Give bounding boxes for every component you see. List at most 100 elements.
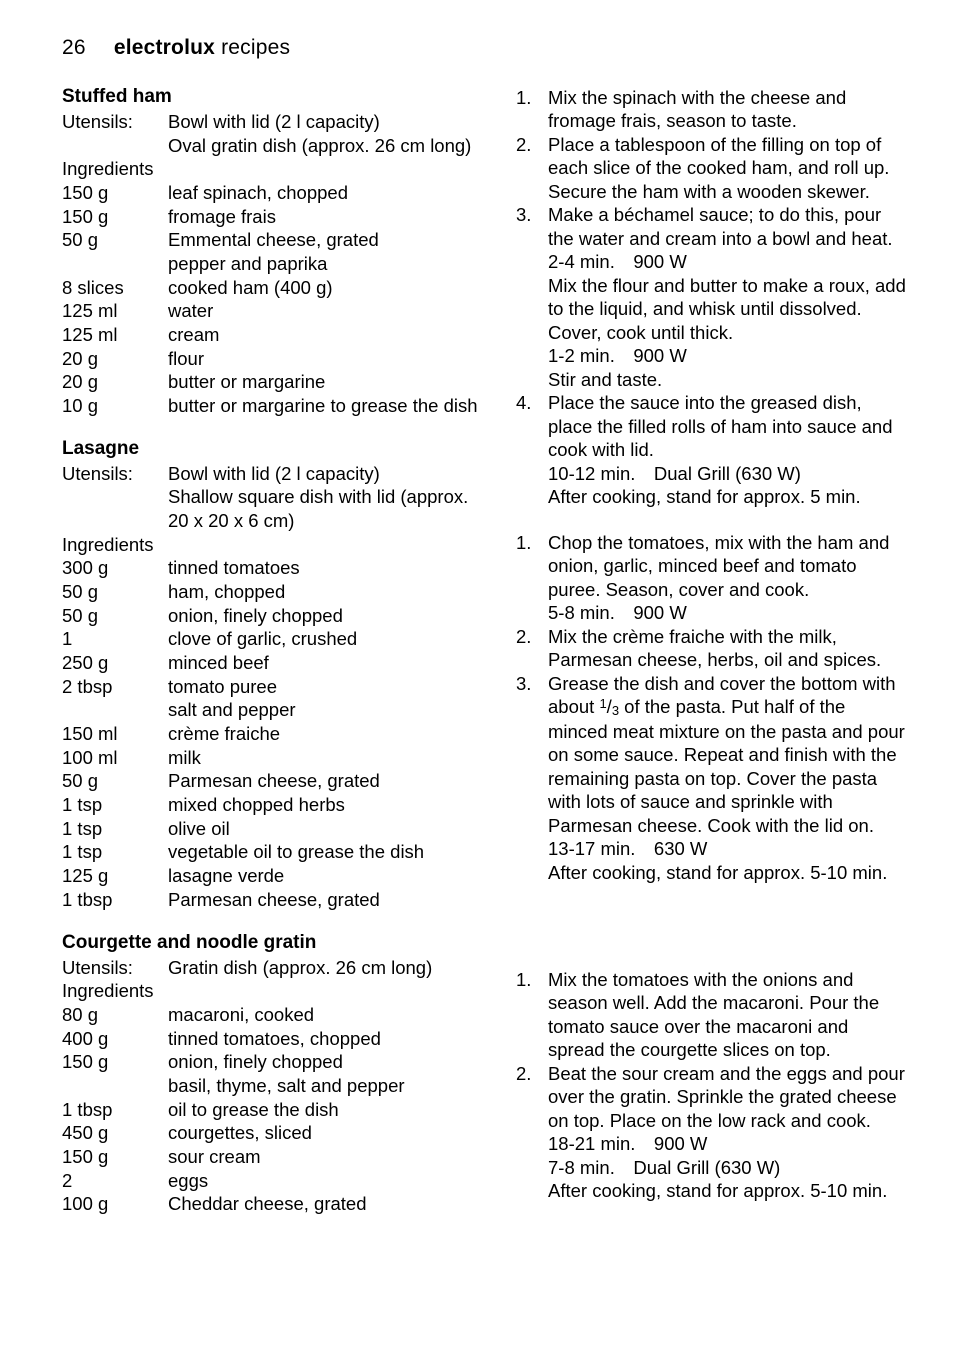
ingredient-row: 20 gflour	[62, 347, 480, 371]
ingredient-qty: 20 g	[62, 347, 168, 371]
ingredient-row: 80 gmacaroni, cooked	[62, 1003, 480, 1027]
step-line: Mix the flour and butter to make a roux,…	[548, 274, 906, 344]
ingredient-row: 150 gonion, finely chopped	[62, 1050, 480, 1074]
ingredient-desc: clove of garlic, crushed	[168, 627, 480, 651]
step-line: Beat the sour cream and the eggs and pou…	[548, 1062, 906, 1132]
ingredient-desc: crème fraiche	[168, 722, 480, 746]
ingredient-desc: flour	[168, 347, 480, 371]
ingredients-label: Ingredients	[62, 979, 480, 1003]
ingredient-qty: 150 g	[62, 1050, 168, 1074]
ingredient-desc: mixed chopped herbs	[168, 793, 480, 817]
ingredient-qty: 250 g	[62, 651, 168, 675]
ingredient-row: 1 tspmixed chopped herbs	[62, 793, 480, 817]
step-line: 7-8 min. Dual Grill (630 W)	[548, 1156, 906, 1179]
step: Grease the dish and cover the bottom wit…	[516, 672, 906, 884]
ingredient-row: basil, thyme, salt and pepper	[62, 1074, 480, 1098]
ingredient-qty: 1 tsp	[62, 793, 168, 817]
ingredient-desc: lasagne verde	[168, 864, 480, 888]
ingredient-row: pepper and paprika	[62, 252, 480, 276]
ingredient-row: 1clove of garlic, crushed	[62, 627, 480, 651]
step-line: Mix the tomatoes with the onions and sea…	[548, 968, 906, 1062]
ingredient-desc: eggs	[168, 1169, 480, 1193]
ingredient-row: 125 glasagne verde	[62, 864, 480, 888]
ingredient-qty	[62, 1074, 168, 1098]
ingredient-row: 250 gminced beef	[62, 651, 480, 675]
steps-stuffed-ham: Mix the spinach with the cheese and from…	[516, 86, 906, 509]
step: Chop the tomatoes, mix with the ham and …	[516, 531, 906, 625]
steps-lasagne: Chop the tomatoes, mix with the ham and …	[516, 531, 906, 884]
ingredient-row: 450 gcourgettes, sliced	[62, 1121, 480, 1145]
ingredient-qty: 150 g	[62, 205, 168, 229]
ingredient-qty: 100 ml	[62, 746, 168, 770]
ingredient-qty: 50 g	[62, 604, 168, 628]
recipe-courgette: Courgette and noodle gratin Utensils:Gra…	[62, 932, 480, 1216]
utensils-value: Bowl with lid (2 l capacity)	[168, 462, 480, 486]
ingredient-desc: butter or margarine	[168, 370, 480, 394]
steps-courgette: Mix the tomatoes with the onions and sea…	[516, 968, 906, 1203]
step: Beat the sour cream and the eggs and pou…	[516, 1062, 906, 1203]
ingredient-desc: courgettes, sliced	[168, 1121, 480, 1145]
brand: electrolux	[114, 36, 215, 59]
ingredient-qty: 8 slices	[62, 276, 168, 300]
ingredient-desc: cooked ham (400 g)	[168, 276, 480, 300]
step-line: Mix the spinach with the cheese and from…	[548, 86, 906, 133]
ingredient-qty: 125 g	[62, 864, 168, 888]
ingredient-desc: onion, finely chopped	[168, 604, 480, 628]
ingredient-row: 50 gEmmental cheese, grated	[62, 228, 480, 252]
ingredient-desc: onion, finely chopped	[168, 1050, 480, 1074]
ingredient-row: 1 tbspParmesan cheese, grated	[62, 888, 480, 912]
ingredient-desc: fromage frais	[168, 205, 480, 229]
utensils-label: Utensils:	[62, 462, 168, 486]
ingredient-qty	[62, 698, 168, 722]
page-header: 26 electrolux recipes	[62, 36, 906, 60]
recipe-lasagne: Lasagne Utensils:Bowl with lid (2 l capa…	[62, 438, 480, 912]
fraction-numerator: 1	[599, 696, 606, 711]
ingredient-row: 2eggs	[62, 1169, 480, 1193]
ingredient-desc: tomato puree	[168, 675, 480, 699]
ingredient-desc: macaroni, cooked	[168, 1003, 480, 1027]
utensils-value: Gratin dish (approx. 26 cm long)	[168, 956, 480, 980]
ingredient-desc: Emmental cheese, grated	[168, 228, 480, 252]
step-line: Chop the tomatoes, mix with the ham and …	[548, 531, 906, 601]
ingredients-label: Ingredients	[62, 533, 480, 557]
step-line: 1-2 min. 900 W	[548, 344, 906, 367]
section-name: recipes	[221, 36, 290, 59]
step-line: Make a béchamel sauce; to do this, pour …	[548, 203, 906, 250]
utensils-label: Utensils:	[62, 110, 168, 134]
ingredients-label: Ingredients	[62, 157, 480, 181]
ingredient-row: 150 mlcrème fraiche	[62, 722, 480, 746]
ingredient-qty: 80 g	[62, 1003, 168, 1027]
ingredient-row: 100 gCheddar cheese, grated	[62, 1192, 480, 1216]
step-line: 2-4 min. 900 W	[548, 250, 906, 273]
ingredient-row: 1 tspvegetable oil to grease the dish	[62, 840, 480, 864]
right-column: Mix the spinach with the cheese and from…	[516, 86, 906, 1236]
ingredient-desc: butter or margarine to grease the dish	[168, 394, 480, 418]
ingredient-row: 50 gonion, finely chopped	[62, 604, 480, 628]
ingredient-qty: 125 ml	[62, 323, 168, 347]
ingredient-desc: pepper and paprika	[168, 252, 480, 276]
ingredient-qty: 300 g	[62, 556, 168, 580]
ingredient-row: 50 gParmesan cheese, grated	[62, 769, 480, 793]
ingredient-qty: 1	[62, 627, 168, 651]
ingredient-qty: 150 g	[62, 181, 168, 205]
ingredient-row: 1 tspolive oil	[62, 817, 480, 841]
step-line: 10-12 min. Dual Grill (630 W)	[548, 462, 906, 485]
step-line: 13-17 min. 630 W	[548, 837, 906, 860]
ingredient-row: 150 gsour cream	[62, 1145, 480, 1169]
recipe-stuffed-ham: Stuffed ham Utensils:Bowl with lid (2 l …	[62, 86, 480, 418]
ingredient-row: 8 slicescooked ham (400 g)	[62, 276, 480, 300]
ingredient-row: 400 gtinned tomatoes, chopped	[62, 1027, 480, 1051]
ingredient-desc: Parmesan cheese, grated	[168, 769, 480, 793]
ingredient-qty: 50 g	[62, 228, 168, 252]
page-number: 26	[62, 36, 86, 60]
step-line: Place a tablespoon of the filling on top…	[548, 133, 906, 203]
ingredient-qty: 50 g	[62, 580, 168, 604]
step: Place a tablespoon of the filling on top…	[516, 133, 906, 203]
ingredient-qty: 100 g	[62, 1192, 168, 1216]
ingredient-desc: Cheddar cheese, grated	[168, 1192, 480, 1216]
utensils-value: Shallow square dish with lid (approx. 20…	[168, 485, 480, 532]
ingredient-desc: minced beef	[168, 651, 480, 675]
step-line: After cooking, stand for approx. 5-10 mi…	[548, 861, 906, 884]
recipe-title: Lasagne	[62, 438, 480, 460]
ingredient-row: 100 mlmilk	[62, 746, 480, 770]
